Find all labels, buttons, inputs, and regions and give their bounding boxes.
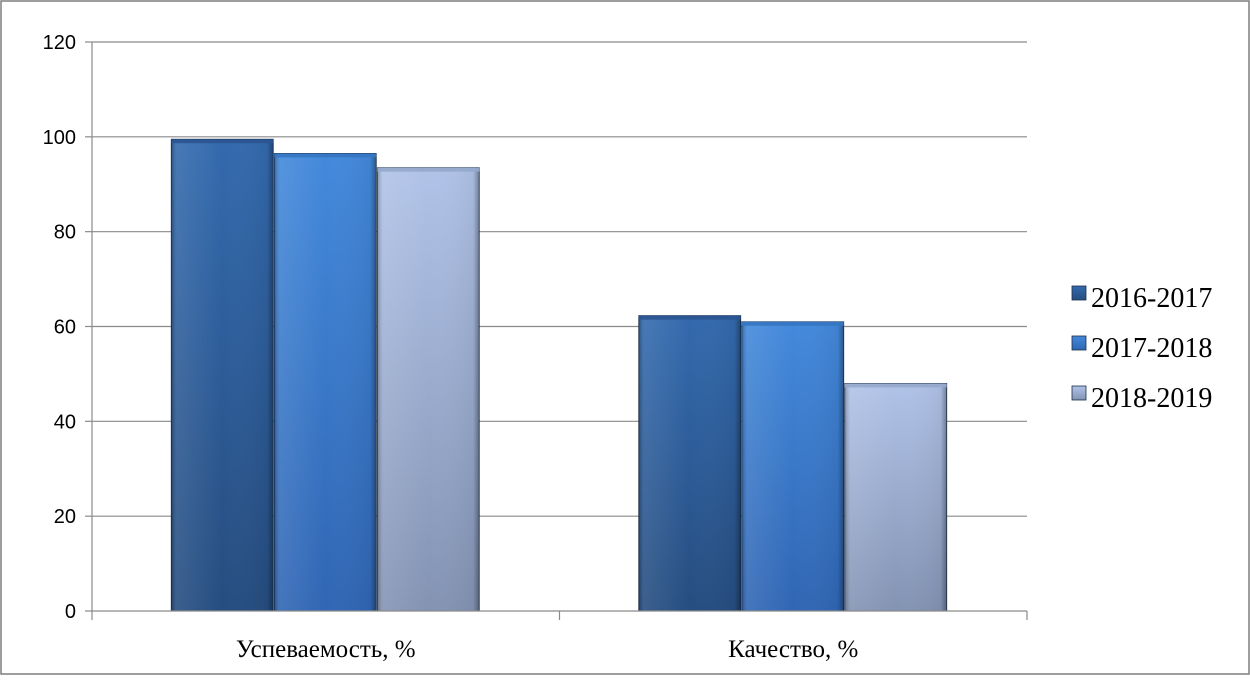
bar-top	[274, 153, 377, 158]
legend-item: 2016-2017	[1071, 283, 1212, 314]
y-tick-label: 100	[43, 127, 76, 149]
x-category-label: Успеваемость, %	[236, 636, 416, 663]
x-axis-labels: Успеваемость, % Качество, %	[236, 636, 858, 663]
axes	[85, 41, 1028, 620]
x-category-label: Качество, %	[728, 636, 858, 663]
y-tick-label: 120	[43, 32, 76, 54]
legend-label: 2016-2017	[1091, 283, 1212, 314]
bar	[638, 315, 742, 612]
bar-bevel	[377, 167, 480, 611]
bars	[170, 138, 948, 612]
bar-bevel	[741, 321, 844, 611]
bar-bevel	[274, 153, 377, 611]
bar-top	[377, 167, 480, 172]
bar-top	[844, 383, 947, 388]
y-axis-ticks: 0 20 40 60 80 100 120	[43, 32, 76, 623]
y-tick-label: 20	[54, 506, 76, 528]
bar-top	[638, 315, 741, 320]
legend-item: 2017-2018	[1071, 333, 1212, 364]
legend-label: 2017-2018	[1091, 333, 1212, 364]
y-tick-label: 0	[65, 601, 76, 623]
bar-bevel	[171, 139, 274, 611]
bar	[741, 321, 845, 612]
bar-top	[741, 321, 844, 326]
y-tick-label: 60	[54, 317, 76, 339]
bar	[170, 138, 274, 612]
y-tick-label: 80	[54, 222, 76, 244]
bar	[376, 167, 480, 612]
bar-bevel	[844, 383, 947, 611]
legend-swatch	[1071, 385, 1087, 401]
bar-bevel	[638, 315, 741, 611]
legend-item: 2018-2019	[1071, 383, 1212, 414]
legend-label: 2018-2019	[1091, 383, 1212, 414]
bar-top	[171, 139, 274, 144]
bar	[844, 382, 948, 612]
legend: 2016-2017 2017-2018 2018-2019	[1071, 283, 1212, 414]
legend-swatch	[1071, 285, 1087, 301]
y-tick-label: 40	[54, 411, 76, 433]
legend-swatch	[1071, 335, 1087, 351]
bar	[273, 153, 377, 612]
